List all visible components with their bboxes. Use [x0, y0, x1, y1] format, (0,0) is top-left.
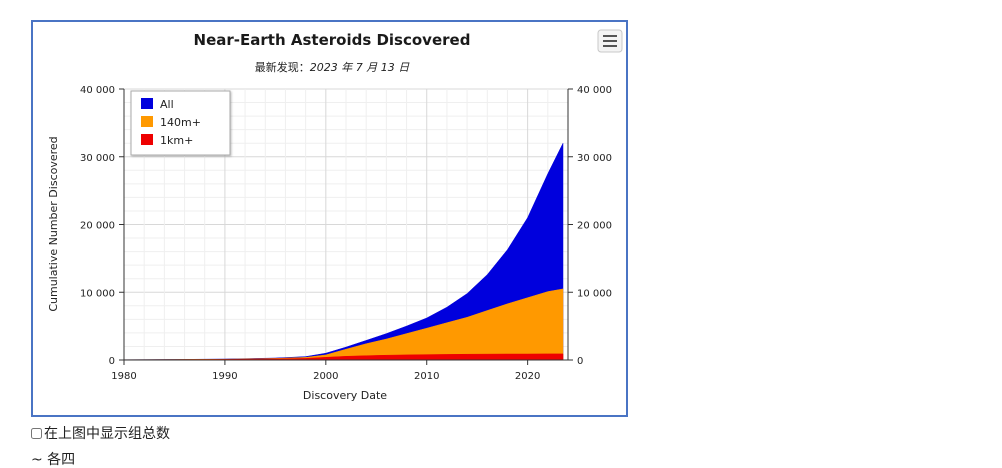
tick-labels: 0 0 10 000 10 000 20 000 20 000 30 000 30 000 40… — [80, 85, 612, 382]
chart-svg: Near-Earth Asteroids Discovered 最新发现：202… — [47, 29, 623, 402]
legend-label: 1km+ — [160, 134, 193, 147]
show-group-total-checkbox[interactable] — [31, 427, 42, 439]
show-group-total-option[interactable]: 在上图中显示组总数 — [31, 423, 170, 443]
y-tick-label: 0 — [109, 356, 115, 367]
chart-subtitle: 最新发现：2023 年 7 月 13 日 — [255, 60, 410, 74]
chart-title: Near-Earth Asteroids Discovered — [194, 31, 471, 49]
x-axis-title: Discovery Date — [303, 389, 387, 402]
legend-swatch — [141, 98, 153, 109]
y-tick-label: 40 000 — [80, 85, 115, 96]
y-tick-label: 10 000 — [80, 288, 115, 299]
axes — [119, 88, 573, 365]
x-tick-label: 1980 — [111, 371, 136, 382]
x-tick-label: 2010 — [414, 371, 439, 382]
y-tick-label-right: 10 000 — [577, 288, 612, 299]
legend-label: 140m+ — [160, 116, 201, 129]
partial-text: ~ 各四 — [31, 452, 76, 468]
area-140m — [123, 288, 564, 361]
legend: All 140m+ 1km+ — [130, 90, 231, 156]
chart-menu-button[interactable] — [597, 29, 623, 53]
y-tick-label: 20 000 — [80, 221, 115, 232]
y-tick-label-right: 0 — [577, 356, 583, 367]
y-tick-label-right: 30 000 — [577, 153, 612, 164]
hamburger-menu-icon — [603, 35, 617, 47]
chart-container: Near-Earth Asteroids Discovered 最新发现：202… — [31, 20, 628, 417]
grid-lines — [123, 88, 569, 361]
area-series — [123, 143, 564, 361]
y-tick-label-right: 40 000 — [577, 85, 612, 96]
area-all — [123, 143, 564, 361]
y-tick-label: 30 000 — [80, 153, 115, 164]
area-1km — [123, 353, 564, 361]
y-axis-title: Cumulative Number Discovered — [47, 136, 60, 311]
show-group-total-label: 在上图中显示组总数 — [44, 426, 170, 442]
x-tick-label: 2020 — [515, 371, 540, 382]
subtitle-date: 2023 年 7 月 13 日 — [310, 61, 410, 74]
y-tick-label-right: 20 000 — [577, 221, 612, 232]
legend-label: All — [160, 98, 174, 111]
legend-swatch — [141, 134, 153, 145]
x-tick-label: 1990 — [212, 371, 237, 382]
subtitle-prefix: 最新发现： — [255, 60, 310, 74]
legend-swatch — [141, 116, 153, 127]
x-tick-label: 2000 — [313, 371, 338, 382]
